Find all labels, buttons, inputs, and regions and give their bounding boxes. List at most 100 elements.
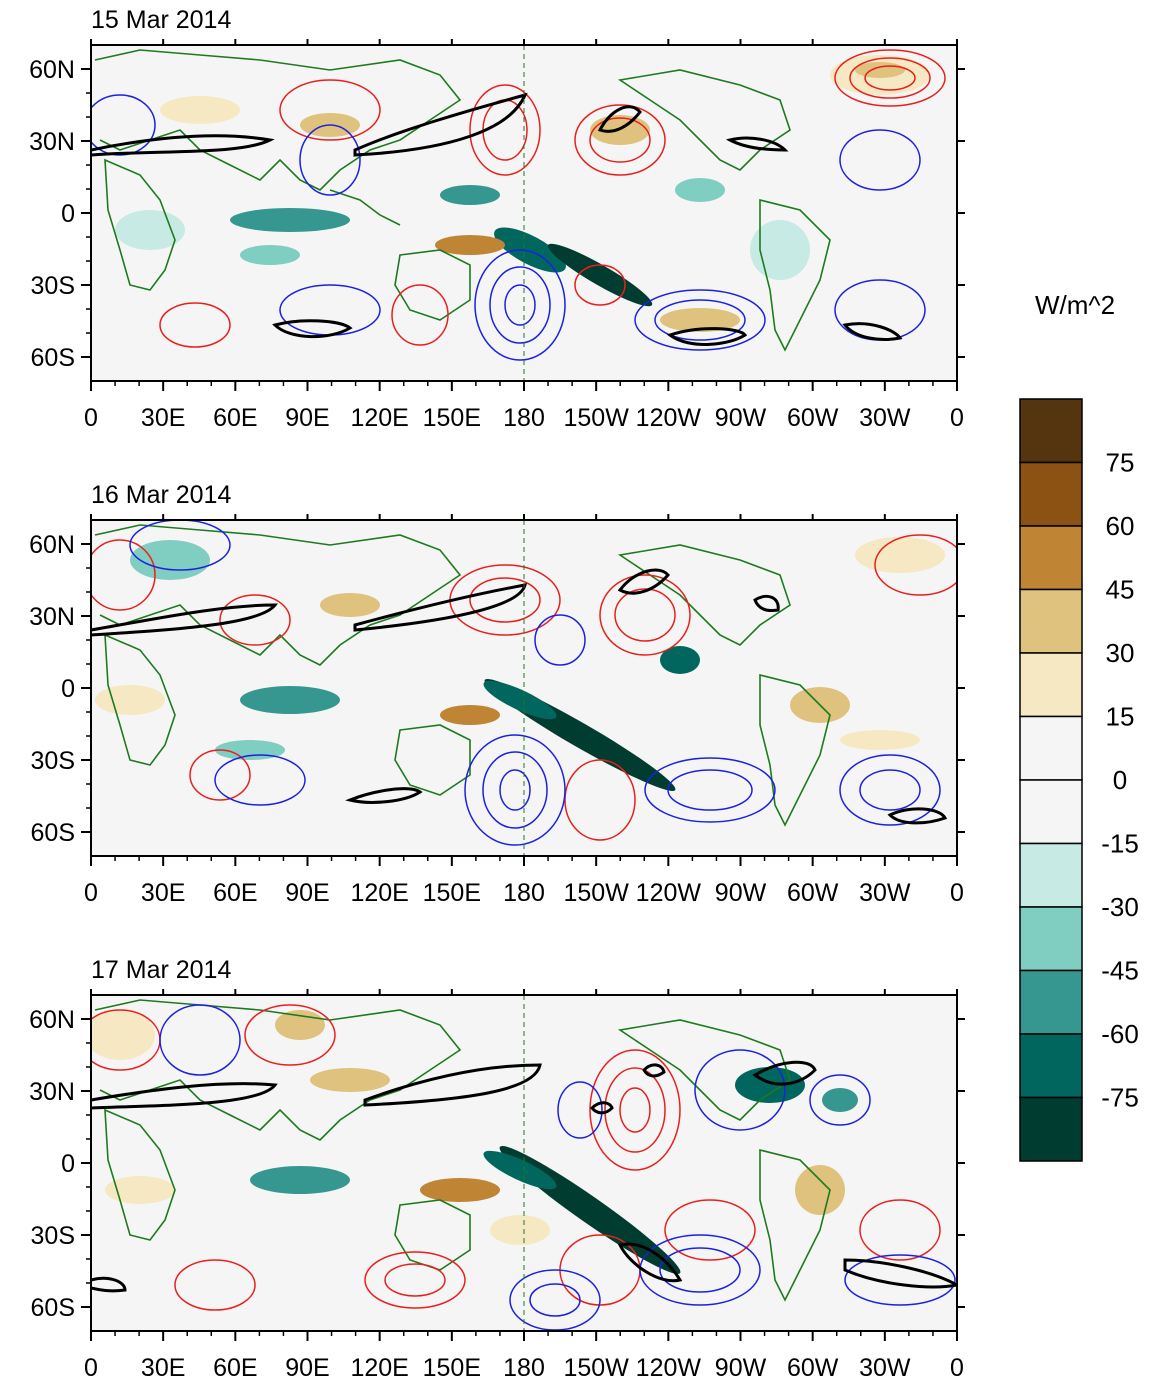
x-tick-label: 120W (636, 404, 702, 432)
x-tick-label: 120E (350, 1354, 408, 1382)
zero-contours (91, 92, 903, 346)
x-tick-label: 90W (715, 1354, 767, 1382)
y-tick-label: 60N (29, 56, 75, 84)
y-tick-label: 0 (61, 1150, 75, 1178)
colorbar-swatch (1019, 1033, 1083, 1099)
colorbar-swatch (1019, 1096, 1083, 1162)
x-tick-label: 150E (423, 1354, 481, 1382)
x-axis: 0 30E 60E 90E 120E 150E 180 150W 120W 90W 60W 30W 0 (84, 989, 964, 1382)
colorbar-unit-label: W/m^2 (1035, 290, 1115, 320)
x-tick-label: 150W (564, 404, 630, 432)
x-tick-label: 60E (213, 1354, 257, 1382)
coastlines (94, 999, 831, 1302)
x-axis: 0 30E 60E 90E 120E 150E 180 150W 120W 90W 60W 30W 0 (84, 514, 964, 907)
x-axis: 0 30E 60E 90E 120E 150E 180 150W 120W 90W 60W 30W 0 (84, 39, 964, 432)
x-tick-label: 0 (84, 879, 98, 907)
colorbar-swatch (1019, 525, 1083, 591)
x-tick-label: 0 (84, 1354, 98, 1382)
x-tick-label: 90E (285, 879, 329, 907)
colorbar-tick-label: 45 (1106, 575, 1135, 605)
x-tick-label: 180 (503, 404, 545, 432)
colorbar-swatch (1019, 652, 1083, 718)
x-tick-label: 90W (715, 879, 767, 907)
y-tick-label: 30S (31, 1222, 75, 1250)
x-tick-label: 30W (859, 879, 911, 907)
colorbar-tick-label: 15 (1106, 702, 1135, 732)
map-area (91, 45, 957, 381)
x-tick-label: 30E (141, 879, 185, 907)
colorbar-tick-label: -15 (1101, 829, 1139, 859)
x-tick-label: 120E (350, 404, 408, 432)
x-tick-label: 90E (285, 1354, 329, 1382)
coastlines (94, 49, 831, 352)
x-tick-label: 120E (350, 879, 408, 907)
x-tick-label: 0 (950, 879, 964, 907)
x-tick-label: 150W (564, 1354, 630, 1382)
colorbar-tick-label: 30 (1106, 638, 1135, 668)
x-tick-label: 90E (285, 404, 329, 432)
panel-title: 15 Mar 2014 (91, 6, 231, 34)
colorbar: W/m^2 75 60 45 30 15 0 -15 -30 -45 -60 -75 (1019, 290, 1139, 1162)
x-tick-label: 60W (787, 1354, 839, 1382)
y-tick-label: 60N (29, 531, 75, 559)
map-panel-17-mar: 17 Mar 2014 (29, 956, 965, 1382)
colorbar-tick-labels: 75 60 45 30 15 0 -15 -30 -45 -60 -75 (1101, 448, 1139, 1113)
zero-contours (91, 568, 948, 825)
colorbar-tick-label: 0 (1113, 765, 1127, 795)
x-tick-label: 180 (503, 879, 545, 907)
x-tick-label: 60E (213, 404, 257, 432)
y-tick-label: 60S (31, 344, 75, 372)
x-tick-label: 60E (213, 879, 257, 907)
colorbar-swatch (1019, 906, 1083, 972)
height-anomaly-contours (91, 1004, 956, 1331)
map-panel-16-mar: 16 Mar 2014 (29, 481, 965, 907)
x-tick-label: 30E (141, 404, 185, 432)
colorbar-swatch (1019, 779, 1083, 845)
colorbar-swatch (1019, 715, 1083, 781)
colorbar-swatch (1019, 588, 1083, 654)
y-axis: 60N 30N 0 30S 60S (29, 1006, 965, 1322)
colorbar-tick-label: -60 (1101, 1019, 1139, 1049)
x-tick-label: 180 (503, 1354, 545, 1382)
colorbar-tick-label: 75 (1106, 448, 1135, 478)
colorbar-swatch (1019, 398, 1083, 464)
x-tick-label: 60W (787, 879, 839, 907)
y-axis: 60N 30N 0 30S 60S (29, 56, 965, 372)
map-area (91, 995, 957, 1331)
y-tick-label: 30S (31, 747, 75, 775)
x-tick-label: 60W (787, 404, 839, 432)
y-tick-label: 60S (31, 1294, 75, 1322)
x-tick-label: 0 (84, 404, 98, 432)
x-tick-label: 120W (636, 879, 702, 907)
colorbar-swatch (1019, 461, 1083, 527)
x-tick-label: 120W (636, 1354, 702, 1382)
olr-anomaly-shading (91, 1010, 858, 1274)
x-tick-label: 30E (141, 1354, 185, 1382)
x-tick-label: 30W (859, 404, 911, 432)
x-tick-label: 150W (564, 879, 630, 907)
y-tick-label: 30N (29, 1078, 75, 1106)
x-tick-label: 0 (950, 1354, 964, 1382)
x-tick-label: 90W (715, 404, 767, 432)
colorbar-swatch (1019, 842, 1083, 908)
x-tick-label: 150E (423, 404, 481, 432)
y-tick-label: 30S (31, 272, 75, 300)
colorbar-tick-label: 60 (1106, 511, 1135, 541)
y-tick-label: 30N (29, 603, 75, 631)
colorbar-swatches (1019, 398, 1083, 1162)
y-tick-label: 60N (29, 1006, 75, 1034)
olr-anomaly-shading (95, 537, 945, 791)
colorbar-tick-label: -75 (1101, 1083, 1139, 1113)
x-tick-label: 150E (423, 879, 481, 907)
y-tick-label: 60S (31, 819, 75, 847)
colorbar-tick-label: -30 (1101, 892, 1139, 922)
map-area (91, 520, 957, 856)
coastlines (94, 524, 831, 827)
colorbar-tick-label: -45 (1101, 956, 1139, 986)
y-tick-label: 0 (61, 675, 75, 703)
x-tick-label: 30W (859, 1354, 911, 1382)
x-tick-label: 0 (950, 404, 964, 432)
height-anomaly-contours (91, 520, 957, 846)
panel-title: 16 Mar 2014 (91, 481, 231, 509)
